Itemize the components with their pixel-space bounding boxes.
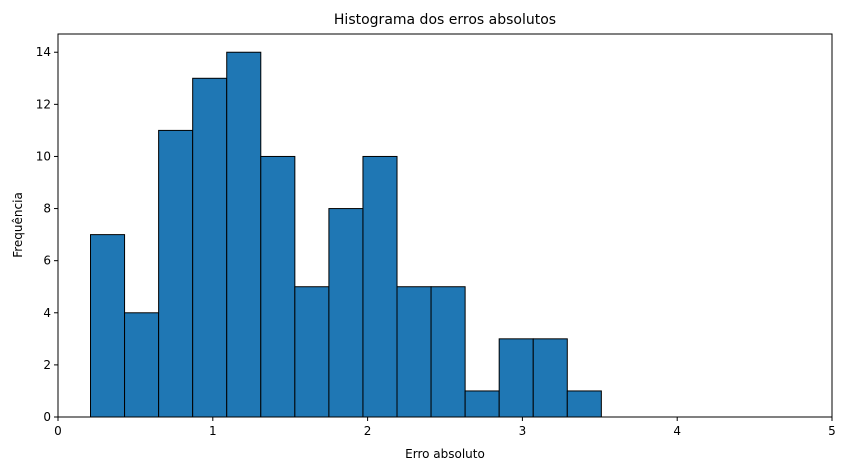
histogram-bar-5 [226,51,262,418]
histogram-bar-15 [566,390,602,418]
histogram-bar-9 [362,155,398,418]
y-tick-label-4: 4 [43,306,51,320]
chart-title: Histograma dos erros absolutos [334,12,556,28]
histogram-bar-4 [192,77,228,418]
y-tick-label-2: 2 [43,358,51,372]
y-tick-label-0: 0 [43,410,51,424]
plot-frame [57,33,833,418]
histogram-bar-13 [498,338,534,418]
histogram-bar-1 [90,234,126,418]
y-tick-label-12: 12 [36,97,51,111]
x-tick-label-4: 4 [673,424,681,438]
histogram-bar-10 [396,286,432,418]
x-tick-label-1: 1 [209,424,217,438]
y-tick-label-6: 6 [43,254,51,268]
histogram-bar-2 [124,312,160,418]
histogram-bar-7 [294,286,330,418]
x-axis-ticks: 0 1 2 3 4 5 [54,417,836,438]
x-axis-label: Erro absoluto [405,447,485,461]
histogram-bar-11 [430,286,466,418]
histogram-bar-14 [532,338,568,418]
x-tick-label-5: 5 [828,424,836,438]
histogram-bars [90,51,602,418]
histogram-bar-6 [260,155,296,418]
y-tick-label-10: 10 [36,149,51,163]
histogram-bar-3 [158,129,194,418]
histogram-bar-8 [328,208,364,418]
x-tick-label-3: 3 [519,424,527,438]
histogram-bar-12 [464,390,500,418]
x-tick-label-2: 2 [364,424,372,438]
y-axis-label: Frequência [11,192,25,258]
y-tick-label-8: 8 [43,202,51,216]
x-tick-label-0: 0 [54,424,62,438]
y-tick-label-14: 14 [36,45,51,59]
y-axis-ticks: 0 2 4 6 8 10 12 14 [36,45,58,424]
